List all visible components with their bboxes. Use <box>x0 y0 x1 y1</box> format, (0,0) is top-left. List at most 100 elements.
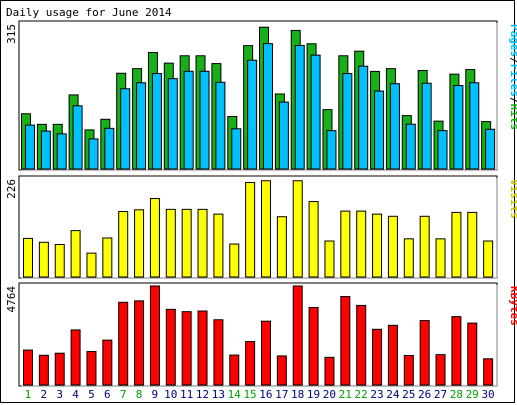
kbytes-bar-26 <box>419 320 430 386</box>
kbytes-bar-12 <box>197 310 208 386</box>
hits-side-label-part-4: Hits <box>508 104 517 131</box>
day-label-18: 18 <box>291 388 304 401</box>
visits-bar-19 <box>308 201 319 278</box>
files-bar-10 <box>167 78 178 170</box>
files-bar-12 <box>199 70 210 170</box>
day-label-25: 25 <box>402 388 415 401</box>
kbytes-bar-25 <box>403 354 414 386</box>
visits-bar-22 <box>356 210 367 278</box>
day-label-26: 26 <box>418 388 431 401</box>
day-label-5: 5 <box>88 388 95 401</box>
kbytes-max-label: 4764 <box>5 286 18 313</box>
files-bar-28 <box>453 85 464 170</box>
kbytes-bar-14 <box>229 354 240 386</box>
kbytes-bar-27 <box>435 354 446 386</box>
visits-bar-26 <box>419 215 430 278</box>
visits-bar-7 <box>118 211 129 278</box>
files-bar-30 <box>485 128 496 170</box>
day-label-29: 29 <box>466 388 479 401</box>
files-bar-15 <box>247 59 258 170</box>
day-label-1: 1 <box>25 388 32 401</box>
files-bar-6 <box>104 127 115 170</box>
day-label-21: 21 <box>339 388 352 401</box>
day-label-2: 2 <box>40 388 47 401</box>
visits-bar-30 <box>483 240 494 278</box>
kbytes-bar-3 <box>54 352 65 386</box>
visits-bar-21 <box>340 210 351 278</box>
kbytes-bar-24 <box>387 324 398 386</box>
files-bar-20 <box>326 130 337 170</box>
files-bar-14 <box>231 128 242 170</box>
day-label-13: 13 <box>212 388 225 401</box>
visits-bar-15 <box>245 181 256 278</box>
files-bar-11 <box>183 70 194 170</box>
kbytes-bar-11 <box>181 311 192 386</box>
day-label-7: 7 <box>120 388 127 401</box>
kbytes-bar-6 <box>102 339 113 386</box>
files-bar-17 <box>278 101 289 170</box>
day-label-30: 30 <box>481 388 494 401</box>
visits-side-label: Visits <box>508 179 517 219</box>
files-bar-2 <box>40 130 51 170</box>
visits-bar-6 <box>102 237 113 278</box>
hits-side-label-part-1: / <box>508 57 517 64</box>
day-label-17: 17 <box>275 388 288 401</box>
kbytes-bar-8 <box>134 300 145 386</box>
files-bar-3 <box>56 133 67 170</box>
day-label-6: 6 <box>104 388 111 401</box>
kbytes-bar-4 <box>70 329 81 386</box>
visits-bar-17 <box>276 216 287 278</box>
hits-side-label: Pages/Files/Hits <box>508 24 517 130</box>
kbytes-bar-13 <box>213 319 224 386</box>
files-bar-25 <box>405 123 416 170</box>
files-bar-16 <box>263 43 273 170</box>
day-label-11: 11 <box>180 388 193 401</box>
day-label-22: 22 <box>355 388 368 401</box>
visits-bar-11 <box>181 208 192 278</box>
day-label-28: 28 <box>450 388 463 401</box>
kbytes-bar-5 <box>86 351 97 386</box>
day-label-12: 12 <box>196 388 209 401</box>
day-label-23: 23 <box>370 388 383 401</box>
day-label-3: 3 <box>56 388 63 401</box>
files-bar-8 <box>136 82 147 170</box>
kbytes-bar-7 <box>118 301 129 386</box>
kbytes-bar-15 <box>245 341 256 386</box>
visits-bar-25 <box>403 238 414 278</box>
kbytes-bar-22 <box>356 304 367 386</box>
files-bar-21 <box>342 73 353 170</box>
files-bar-9 <box>151 73 162 170</box>
visits-bar-16 <box>261 180 271 278</box>
visits-bar-13 <box>213 213 224 278</box>
visits-bar-14 <box>229 243 240 278</box>
day-label-16: 16 <box>259 388 272 401</box>
visits-bar-20 <box>324 240 335 278</box>
files-bar-27 <box>437 130 448 170</box>
files-bar-13 <box>215 81 226 170</box>
files-bar-22 <box>358 65 369 170</box>
chart-title: Daily usage for June 2014 <box>6 6 172 19</box>
visits-max-label: 226 <box>5 179 18 199</box>
kbytes-bar-10 <box>165 308 176 386</box>
files-bar-23 <box>374 90 385 170</box>
day-label-9: 9 <box>152 388 159 401</box>
day-label-10: 10 <box>164 388 177 401</box>
files-bar-1 <box>25 124 35 170</box>
files-bar-19 <box>310 54 321 170</box>
visits-bar-27 <box>435 238 446 278</box>
day-label-19: 19 <box>307 388 320 401</box>
day-label-15: 15 <box>243 388 256 401</box>
visits-bar-1 <box>23 237 33 278</box>
visits-bar-5 <box>86 252 97 278</box>
kbytes-bar-21 <box>340 295 351 386</box>
day-label-27: 27 <box>434 388 447 401</box>
visits-bar-18 <box>292 180 303 278</box>
hits-max-label: 315 <box>5 24 18 44</box>
kbytes-bar-29 <box>467 322 478 386</box>
visits-bar-24 <box>387 215 398 278</box>
visits-bar-28 <box>451 211 462 278</box>
files-bar-4 <box>72 105 83 170</box>
kbytes-bar-2 <box>38 354 49 386</box>
hits-side-label-part-2: Files <box>508 64 517 97</box>
